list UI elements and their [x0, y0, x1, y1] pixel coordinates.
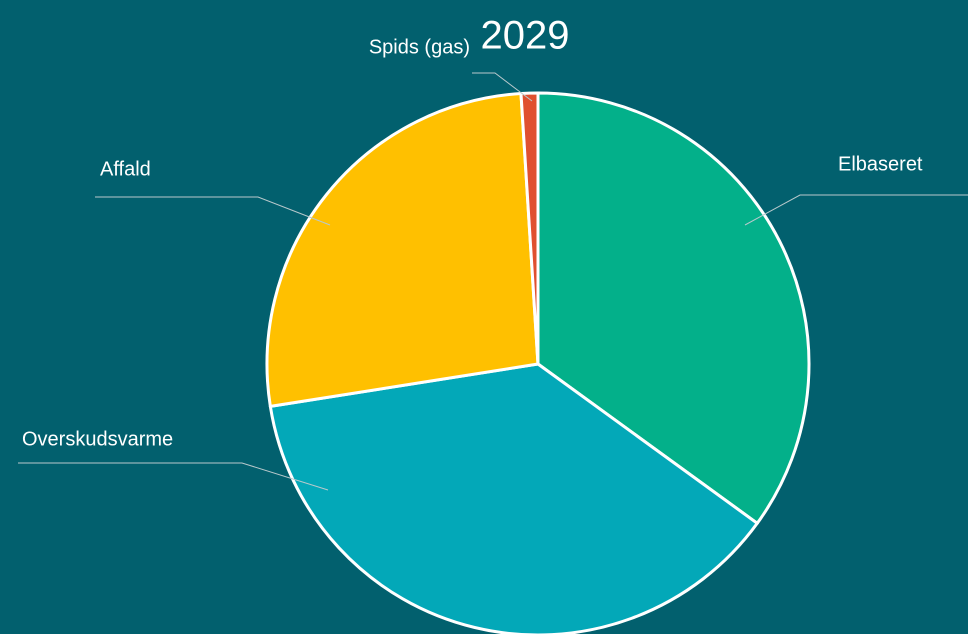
slice-label: Spids (gas) — [369, 36, 470, 58]
pie-slice — [519, 91, 540, 366]
pie-slice — [536, 91, 811, 525]
chart-title: 2029 — [481, 14, 570, 58]
leader-line — [95, 196, 331, 226]
pie-slice — [265, 92, 540, 408]
leader-line — [744, 194, 968, 226]
slice-label: Overskudsvarme — [22, 428, 173, 450]
leader-line — [472, 72, 533, 102]
slice-label: Affald — [100, 158, 151, 180]
slice-label: Elbaseret — [838, 153, 923, 175]
pie-slice — [268, 362, 759, 634]
leader-line — [18, 462, 329, 491]
